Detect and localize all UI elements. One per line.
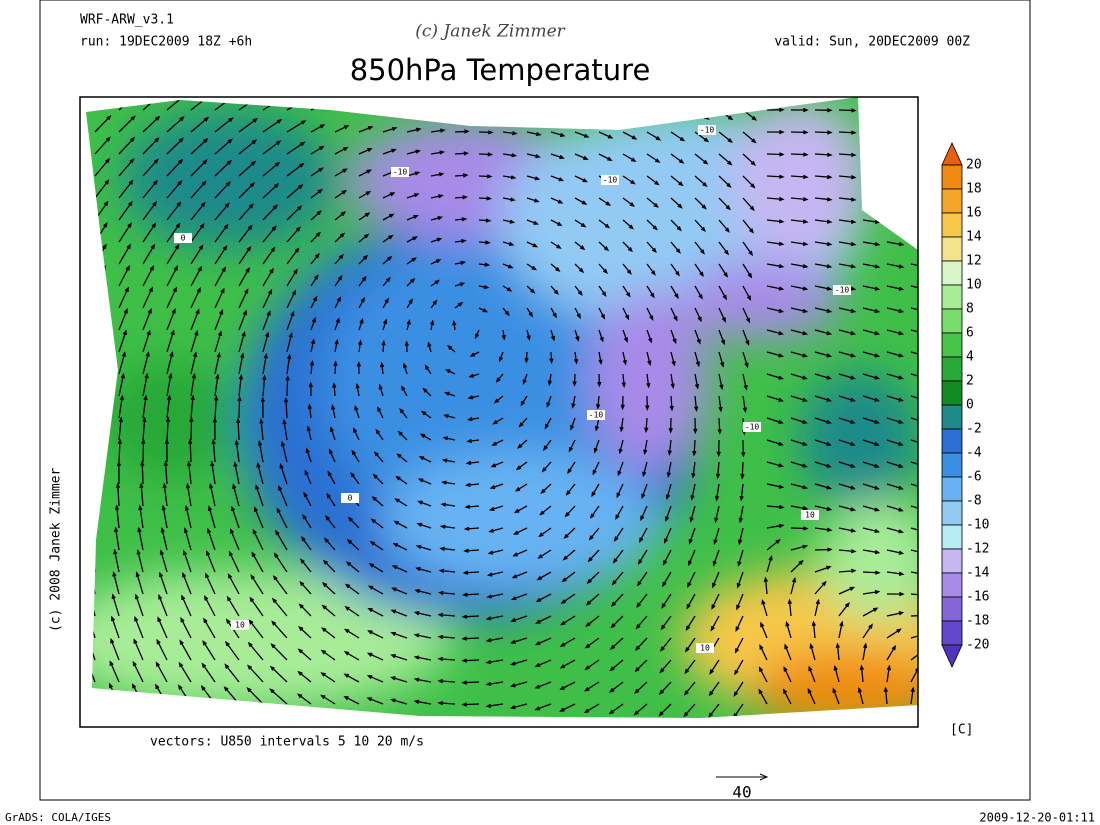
colorbar-label: -6	[966, 470, 982, 485]
contour-labels: -10 -10 -10 -10 -10 -10 0 0 10 10 10	[174, 125, 851, 653]
colorbar-label: 4	[966, 350, 974, 365]
contour-label-bg	[833, 285, 851, 295]
colorbar: 20181614121086420-2-4-6-8-10-12-14-16-18…	[941, 142, 990, 668]
contour-label-bg	[231, 620, 249, 630]
contour-label: -10	[745, 423, 760, 432]
colorbar-label: -10	[966, 518, 989, 533]
colorbar-label: -16	[966, 590, 989, 605]
colorbar-label: 20	[966, 158, 982, 173]
footer-left: GrADS: COLA/IGES	[5, 811, 111, 824]
run-time: run: 19DEC2009 18Z +6h	[80, 35, 252, 50]
contour-label-bg	[698, 125, 716, 135]
contour-label: 10	[805, 511, 815, 520]
colorbar-label: -18	[966, 614, 989, 629]
credit: (c) Janek Zimmer	[415, 22, 565, 42]
contour-label: -10	[393, 168, 408, 177]
contour-label-bg	[801, 510, 819, 520]
colorbar-box	[941, 164, 963, 190]
colorbar-box	[941, 188, 963, 214]
colorbar-label: -8	[966, 494, 982, 509]
contour-label-bg	[174, 233, 192, 243]
colorbar-box	[941, 500, 963, 526]
colorbar-label: 8	[966, 302, 974, 317]
outer-frame	[39, 0, 1031, 801]
colorbar-box	[941, 572, 963, 598]
contour-label-bg	[601, 175, 619, 185]
contour-label-bg	[696, 643, 714, 653]
contour-label: -10	[700, 126, 715, 135]
colorbar-box	[941, 524, 963, 550]
colorbar-label: 10	[966, 278, 982, 293]
contour-label: 0	[348, 494, 353, 503]
colorbar-box	[941, 332, 963, 358]
colorbar-label: -20	[966, 638, 989, 653]
colorbar-box	[941, 380, 963, 406]
colorbar-box	[941, 308, 963, 334]
contour-label: -10	[603, 176, 618, 185]
reference-vector-label: 40	[732, 783, 751, 802]
colorbar-box	[941, 260, 963, 286]
colorbar-label: 16	[966, 206, 982, 221]
colorbar-label: 14	[966, 230, 982, 245]
colorbar-label: 0	[966, 398, 974, 413]
side-credit: (c) 2008 Janek Zimmer	[49, 467, 64, 632]
contour-label-bg	[587, 410, 605, 420]
contour-label-bg	[341, 493, 359, 503]
contour-label: -10	[835, 286, 850, 295]
colorbar-label: -14	[966, 566, 990, 581]
title: 850hPa Temperature	[350, 53, 651, 87]
colorbar-box	[941, 476, 963, 502]
colorbar-box	[941, 356, 963, 382]
contour-label: 0	[181, 234, 186, 243]
valid-time: valid: Sun, 20DEC2009 00Z	[774, 35, 970, 50]
contour-label-bg	[391, 167, 409, 177]
colorbar-box	[941, 236, 963, 262]
vectors-note: vectors: U850 intervals 5 10 20 m/s	[150, 735, 424, 750]
contour-label: 10	[700, 644, 710, 653]
colorbar-label: 18	[966, 182, 982, 197]
model-name: WRF-ARW_v3.1	[80, 13, 174, 28]
colorbar-box	[941, 284, 963, 310]
colorbar-label: 6	[966, 326, 974, 341]
colorbar-label: 2	[966, 374, 974, 389]
colorbar-label: -12	[966, 542, 989, 557]
colorbar-box	[941, 596, 963, 622]
colorbar-label: 12	[966, 254, 982, 269]
reference-arrow-head	[759, 773, 769, 781]
contour-label-bg	[743, 422, 761, 432]
footer-right: 2009-12-20-01:11	[979, 811, 1095, 825]
colorbar-bottom-triangle	[941, 644, 963, 668]
contour-label: 10	[235, 621, 245, 630]
colorbar-label: -2	[966, 422, 982, 437]
colorbar-top-triangle	[941, 142, 963, 166]
colorbar-unit: [C]	[950, 723, 973, 738]
colorbar-box	[941, 548, 963, 574]
colorbar-box	[941, 452, 963, 478]
colorbar-box	[941, 212, 963, 238]
colorbar-box	[941, 620, 963, 646]
colorbar-box	[941, 428, 963, 454]
contour-label: -10	[589, 411, 604, 420]
colorbar-label: -4	[966, 446, 982, 461]
map-frame	[79, 96, 919, 728]
colorbar-box	[941, 404, 963, 430]
temperature-field	[86, 97, 918, 718]
